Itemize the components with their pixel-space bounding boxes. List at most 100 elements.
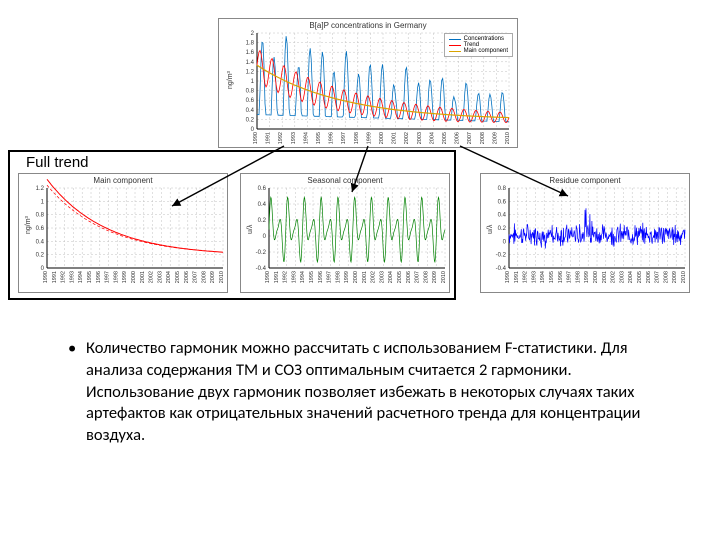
- svg-text:2006: 2006: [646, 271, 652, 283]
- bullet-paragraph: • Количество гармоник можно рассчитать с…: [86, 338, 666, 447]
- svg-text:2009: 2009: [432, 271, 438, 283]
- svg-text:2007: 2007: [415, 271, 421, 283]
- svg-text:1999: 1999: [366, 132, 372, 144]
- svg-text:2003: 2003: [619, 271, 625, 283]
- svg-text:2008: 2008: [480, 132, 486, 144]
- svg-text:2001: 2001: [362, 271, 368, 283]
- svg-text:0.4: 0.4: [36, 239, 45, 245]
- svg-text:2001: 2001: [602, 271, 608, 283]
- svg-text:1993: 1993: [291, 132, 297, 144]
- svg-text:2000: 2000: [131, 271, 137, 283]
- svg-text:1997: 1997: [105, 271, 111, 283]
- svg-text:2009: 2009: [210, 271, 216, 283]
- svg-text:2005: 2005: [442, 132, 448, 144]
- residue-chart-plot: -0.4-0.200.20.40.60.81990199119921993199…: [481, 174, 689, 292]
- svg-text:1990: 1990: [505, 271, 511, 283]
- svg-text:1997: 1997: [567, 271, 573, 283]
- svg-text:2: 2: [251, 31, 255, 37]
- svg-text:1991: 1991: [274, 271, 280, 283]
- svg-text:0.6: 0.6: [246, 98, 255, 104]
- svg-text:2003: 2003: [379, 271, 385, 283]
- svg-text:2008: 2008: [423, 271, 429, 283]
- svg-text:0.4: 0.4: [246, 108, 255, 114]
- svg-text:1: 1: [41, 199, 45, 205]
- svg-text:1994: 1994: [300, 271, 306, 283]
- svg-text:1994: 1994: [78, 271, 84, 283]
- svg-text:0: 0: [263, 234, 267, 240]
- svg-text:1993: 1993: [291, 271, 297, 283]
- top-chart: B[a]P concentrations in Germany ng/m³ 00…: [218, 18, 518, 148]
- svg-text:1995: 1995: [309, 271, 315, 283]
- svg-text:2010: 2010: [219, 271, 225, 283]
- main-chart-plot: 00.20.40.60.811.219901991199219931994199…: [19, 174, 227, 292]
- svg-text:1991: 1991: [52, 271, 58, 283]
- svg-text:1990: 1990: [253, 132, 259, 144]
- svg-text:2002: 2002: [404, 132, 410, 144]
- svg-text:1.2: 1.2: [36, 186, 45, 192]
- svg-text:1992: 1992: [523, 271, 529, 283]
- svg-text:2006: 2006: [184, 271, 190, 283]
- svg-text:2002: 2002: [371, 271, 377, 283]
- svg-text:2009: 2009: [492, 132, 498, 144]
- svg-text:-0.2: -0.2: [496, 253, 507, 259]
- svg-text:2004: 2004: [388, 271, 394, 283]
- svg-text:1.6: 1.6: [246, 50, 255, 56]
- svg-text:1: 1: [251, 79, 255, 85]
- svg-text:1998: 1998: [113, 271, 119, 283]
- svg-text:2008: 2008: [201, 271, 207, 283]
- svg-text:1998: 1998: [575, 271, 581, 283]
- svg-text:2001: 2001: [392, 132, 398, 144]
- svg-text:1997: 1997: [341, 132, 347, 144]
- svg-text:2004: 2004: [429, 132, 435, 144]
- svg-text:0.8: 0.8: [498, 186, 507, 192]
- top-chart-legend: Concentrations Trend Main component: [444, 33, 513, 57]
- svg-text:1993: 1993: [531, 271, 537, 283]
- svg-text:0: 0: [503, 239, 507, 245]
- svg-text:1.8: 1.8: [246, 41, 255, 47]
- svg-text:2006: 2006: [455, 132, 461, 144]
- svg-text:0.6: 0.6: [258, 186, 267, 192]
- svg-text:2005: 2005: [175, 271, 181, 283]
- svg-text:2000: 2000: [593, 271, 599, 283]
- svg-text:0.8: 0.8: [246, 89, 255, 95]
- svg-text:0.2: 0.2: [246, 117, 255, 123]
- svg-text:2010: 2010: [505, 132, 511, 144]
- svg-text:1994: 1994: [303, 132, 309, 144]
- svg-text:0.2: 0.2: [258, 218, 267, 224]
- svg-text:1999: 1999: [122, 271, 128, 283]
- svg-text:0.2: 0.2: [498, 226, 507, 232]
- svg-text:1990: 1990: [265, 271, 271, 283]
- seasonal-chart-plot: -0.4-0.200.20.40.61990199119921993199419…: [241, 174, 449, 292]
- svg-text:1990: 1990: [43, 271, 49, 283]
- svg-text:-0.2: -0.2: [256, 250, 267, 256]
- svg-text:2007: 2007: [655, 271, 661, 283]
- svg-text:1992: 1992: [61, 271, 67, 283]
- residue-component-chart: Residue component u/λ -0.4-0.200.20.40.6…: [480, 173, 690, 293]
- svg-text:2004: 2004: [166, 271, 172, 283]
- svg-text:0.8: 0.8: [36, 213, 45, 219]
- svg-text:2009: 2009: [672, 271, 678, 283]
- svg-text:2010: 2010: [681, 271, 687, 283]
- svg-text:2002: 2002: [149, 271, 155, 283]
- svg-text:2001: 2001: [140, 271, 146, 283]
- main-component-chart: Main component ng/m³ 00.20.40.60.811.219…: [18, 173, 228, 293]
- svg-text:1997: 1997: [327, 271, 333, 283]
- svg-text:2006: 2006: [406, 271, 412, 283]
- svg-text:2000: 2000: [379, 132, 385, 144]
- svg-text:0.2: 0.2: [36, 253, 45, 259]
- svg-text:1.2: 1.2: [246, 69, 255, 75]
- bullet-marker: •: [68, 338, 76, 360]
- seasonal-component-chart: Seasonal component u/λ -0.4-0.200.20.40.…: [240, 173, 450, 293]
- svg-text:0.4: 0.4: [498, 213, 507, 219]
- svg-text:2000: 2000: [353, 271, 359, 283]
- svg-text:1.4: 1.4: [246, 60, 255, 66]
- svg-text:1992: 1992: [278, 132, 284, 144]
- svg-text:0.4: 0.4: [258, 202, 267, 208]
- svg-text:1996: 1996: [96, 271, 102, 283]
- svg-text:1998: 1998: [354, 132, 360, 144]
- svg-text:1995: 1995: [549, 271, 555, 283]
- svg-text:2005: 2005: [397, 271, 403, 283]
- legend-main: Main component: [464, 48, 508, 54]
- svg-text:1999: 1999: [584, 271, 590, 283]
- svg-text:0.6: 0.6: [36, 226, 45, 232]
